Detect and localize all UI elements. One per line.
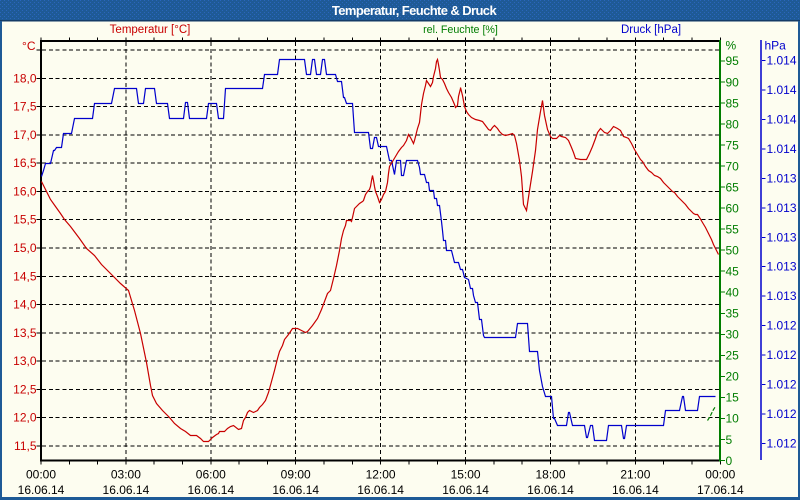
svg-text:30: 30 [726,328,740,342]
svg-text:03:00: 03:00 [111,468,141,482]
svg-text:40: 40 [726,286,740,300]
svg-text:16.06.14: 16.06.14 [272,483,319,497]
svg-text:16.06.14: 16.06.14 [357,483,404,497]
svg-text:%: % [726,39,737,53]
svg-text:17.06.14: 17.06.14 [697,483,744,497]
svg-text:18,0: 18,0 [13,71,37,85]
svg-text:16.06.14: 16.06.14 [612,483,659,497]
svg-text:1.014: 1.014 [767,54,797,68]
svg-text:00:00: 00:00 [705,468,735,482]
svg-text:16.06.14: 16.06.14 [442,483,489,497]
svg-text:12:00: 12:00 [366,468,396,482]
svg-text:75: 75 [726,138,740,152]
svg-text:95: 95 [726,54,740,68]
svg-text:14,5: 14,5 [13,269,37,283]
svg-text:1.014: 1.014 [767,142,797,156]
svg-text:70: 70 [726,159,740,173]
svg-text:1.013: 1.013 [767,289,797,303]
svg-text:16.06.14: 16.06.14 [187,483,234,497]
svg-text:1.013: 1.013 [767,260,797,274]
svg-text:Temperatur, Feuchte & Druck: Temperatur, Feuchte & Druck [332,3,498,18]
svg-text:85: 85 [726,96,740,110]
svg-text:25: 25 [726,349,740,363]
svg-text:65: 65 [726,180,740,194]
svg-text:16.06.14: 16.06.14 [103,483,150,497]
svg-text:16,5: 16,5 [13,156,37,170]
svg-text:20: 20 [726,370,740,384]
svg-text:15,5: 15,5 [13,213,37,227]
svg-text:1.013: 1.013 [767,201,797,215]
svg-text:13,0: 13,0 [13,354,37,368]
svg-text:Druck [hPa]: Druck [hPa] [621,24,681,36]
svg-text:10: 10 [726,412,740,426]
svg-text:80: 80 [726,117,740,131]
svg-text:1.014: 1.014 [767,83,797,97]
svg-text:1.014: 1.014 [767,113,797,127]
svg-text:0: 0 [726,454,733,468]
svg-text:1.012: 1.012 [767,407,797,421]
svg-text:45: 45 [726,265,740,279]
svg-text:5: 5 [726,433,733,447]
svg-text:13,5: 13,5 [13,326,37,340]
svg-text:12,5: 12,5 [13,382,37,396]
svg-text:°C: °C [22,39,36,53]
svg-text:1.012: 1.012 [767,377,797,391]
svg-text:18:00: 18:00 [535,468,565,482]
svg-text:17,5: 17,5 [13,100,37,114]
svg-text:16.06.14: 16.06.14 [18,483,65,497]
svg-text:16.06.14: 16.06.14 [527,483,574,497]
svg-text:12,0: 12,0 [13,411,37,425]
svg-text:15,0: 15,0 [13,241,37,255]
svg-text:Temperatur [°C]: Temperatur [°C] [110,24,191,36]
svg-text:00:00: 00:00 [26,468,56,482]
svg-text:55: 55 [726,223,740,237]
svg-text:60: 60 [726,201,740,215]
svg-text:90: 90 [726,75,740,89]
svg-text:50: 50 [726,244,740,258]
svg-text:1.013: 1.013 [767,230,797,244]
svg-text:17,0: 17,0 [13,128,37,142]
svg-text:09:00: 09:00 [281,468,311,482]
svg-text:06:00: 06:00 [196,468,226,482]
svg-text:1.012: 1.012 [767,319,797,333]
svg-text:rel. Feuchte [%]: rel. Feuchte [%] [423,24,498,36]
svg-text:35: 35 [726,307,740,321]
svg-text:1.012: 1.012 [767,436,797,450]
svg-text:hPa: hPa [765,39,787,53]
svg-text:15: 15 [726,391,740,405]
svg-text:14,0: 14,0 [13,298,37,312]
svg-text:21:00: 21:00 [620,468,650,482]
svg-text:1.012: 1.012 [767,348,797,362]
svg-text:11,5: 11,5 [14,439,37,453]
svg-text:16,0: 16,0 [13,184,37,198]
svg-text:15:00: 15:00 [451,468,481,482]
svg-text:1.013: 1.013 [767,171,797,185]
